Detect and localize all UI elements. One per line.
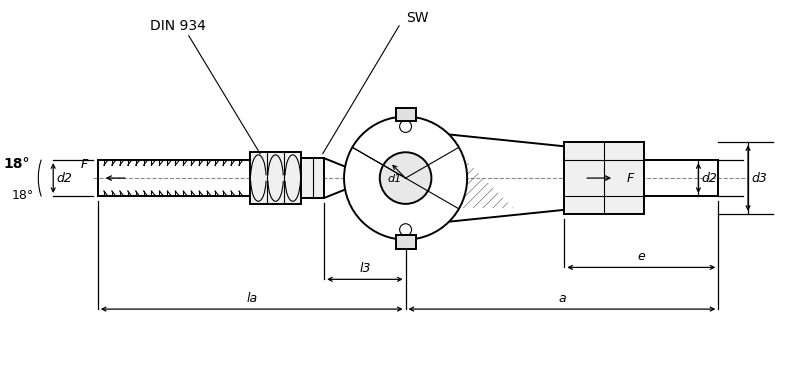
- Text: d2: d2: [702, 172, 718, 184]
- Text: a: a: [558, 292, 566, 304]
- Text: d3: d3: [751, 172, 767, 184]
- Text: 18°: 18°: [11, 189, 34, 202]
- Circle shape: [344, 117, 467, 240]
- Circle shape: [380, 152, 431, 204]
- Text: F: F: [80, 158, 88, 171]
- Bar: [396, 235, 415, 249]
- Text: SW: SW: [406, 11, 429, 25]
- Text: l3: l3: [359, 262, 370, 275]
- Bar: [302, 158, 324, 198]
- Bar: [250, 152, 302, 204]
- Text: e: e: [638, 250, 645, 263]
- Bar: [564, 142, 644, 214]
- Text: d1: d1: [387, 174, 402, 184]
- Bar: [396, 108, 415, 122]
- Circle shape: [400, 120, 411, 132]
- Text: d2: d2: [56, 172, 72, 184]
- Circle shape: [400, 224, 411, 236]
- Text: F: F: [627, 172, 634, 184]
- Text: la: la: [246, 292, 258, 304]
- Text: DIN 934: DIN 934: [150, 19, 206, 33]
- Text: 18°: 18°: [3, 157, 30, 171]
